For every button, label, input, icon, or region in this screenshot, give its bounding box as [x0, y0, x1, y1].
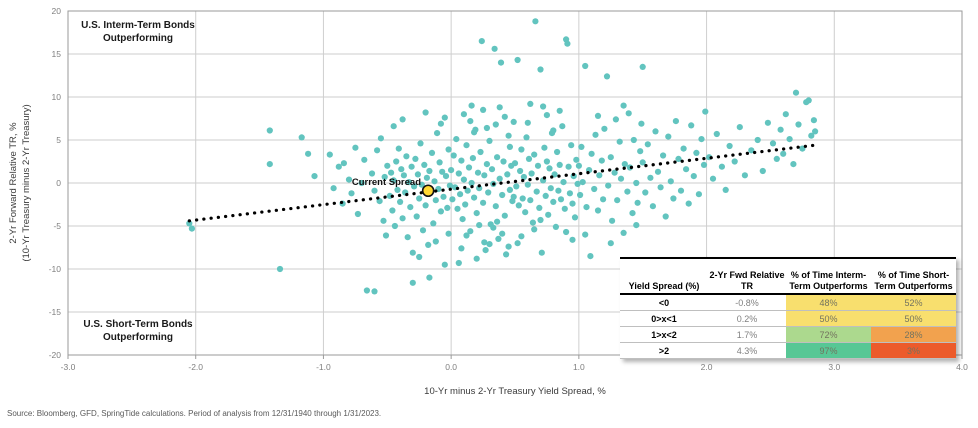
- quadrant-label-line: U.S. Short-Term Bonds: [83, 319, 193, 330]
- fwd-relative-tr-cell: 1.7%: [736, 329, 758, 340]
- fwd-relative-tr-cell: -0.8%: [735, 297, 759, 308]
- svg-text:3.0: 3.0: [828, 362, 840, 372]
- plot-border: [67, 10, 963, 356]
- stats-table-header: % of Time Interm-Term Outperforms: [789, 270, 868, 291]
- quadrant-label-line: Outperforming: [103, 332, 173, 343]
- y-axis-title: 2-Yr Forward Relative TR, % (10-Yr Treas…: [8, 4, 34, 362]
- current-spread-label: Current Spread: [351, 177, 421, 188]
- x-axis-title: 10-Yr minus 2-Yr Treasury Yield Spread, …: [424, 386, 606, 397]
- svg-text:5: 5: [56, 135, 61, 145]
- table-row: <0 -0.8% 48% 52%: [620, 295, 956, 311]
- svg-text:2.0: 2.0: [701, 362, 713, 372]
- fwd-relative-tr-cell: 4.3%: [736, 345, 758, 356]
- yield-spread-cell: 0>x<1: [651, 313, 677, 324]
- stats-table-header: 2-Yr Fwd Relative TR: [709, 270, 785, 291]
- stats-table: Yield Spread (%) 2-Yr Fwd Relative TR % …: [620, 257, 956, 359]
- y-axis-ticks: 20 15 10 5 0 -5 -10 -15 -20: [49, 6, 62, 360]
- svg-text:-3.0: -3.0: [61, 362, 76, 372]
- stats-table-body: <0 -0.8% 48% 52% 0>x<1 0.2% 50% 50% 1>x<2 1.7% 72%…: [620, 295, 956, 359]
- source-note: Source: Bloomberg, GFD, SpringTide calcu…: [7, 409, 382, 418]
- scatter-points: [186, 18, 819, 295]
- quadrant-label-top-left: U.S. Interm-Term Bonds Outperforming: [68, 19, 208, 45]
- svg-text:-20: -20: [49, 350, 62, 360]
- interm-outperforms-cell: 50%: [786, 311, 871, 326]
- short-outperforms-cell: 50%: [871, 311, 956, 326]
- yield-spread-cell: 1>x<2: [651, 329, 677, 340]
- svg-text:4.0: 4.0: [956, 362, 968, 372]
- yield-spread-cell: >2: [658, 345, 670, 356]
- svg-text:0.0: 0.0: [445, 362, 457, 372]
- quadrant-label-line: Outperforming: [103, 33, 173, 44]
- interm-outperforms-cell: 72%: [786, 327, 871, 342]
- svg-text:1.0: 1.0: [573, 362, 585, 372]
- stats-table-header-row: Yield Spread (%) 2-Yr Fwd Relative TR % …: [620, 259, 956, 295]
- fwd-relative-tr-cell: 0.2%: [736, 313, 758, 324]
- stats-table-header: % of Time Short-Term Outperforms: [874, 270, 953, 291]
- svg-text:-2.0: -2.0: [188, 362, 203, 372]
- svg-text:15: 15: [52, 49, 62, 59]
- short-outperforms-cell: 28%: [871, 327, 956, 342]
- interm-outperforms-cell: 48%: [786, 295, 871, 310]
- table-row: 1>x<2 1.7% 72% 28%: [620, 327, 956, 343]
- quadrant-label-bottom-left: U.S. Short-Term Bonds Outperforming: [68, 318, 208, 344]
- trend-line: [187, 143, 817, 223]
- svg-text:-5: -5: [53, 221, 61, 231]
- short-outperforms-cell: 52%: [871, 295, 956, 310]
- svg-text:0: 0: [56, 178, 61, 188]
- interm-outperforms-cell: 97%: [786, 343, 871, 358]
- table-row: 0>x<1 0.2% 50% 50%: [620, 311, 956, 327]
- stats-table-header: Yield Spread (%): [628, 280, 700, 291]
- table-row: >2 4.3% 97% 3%: [620, 343, 956, 359]
- svg-text:-1.0: -1.0: [316, 362, 331, 372]
- svg-text:-15: -15: [49, 307, 62, 317]
- short-outperforms-cell: 3%: [871, 343, 956, 358]
- current-spread-point: [421, 184, 435, 198]
- x-axis-ticks: -3.0 -2.0 -1.0 0.0 1.0 2.0 3.0 4.0: [61, 355, 968, 372]
- y-axis-title-line1: 2-Yr Forward Relative TR, %: [8, 122, 19, 244]
- svg-text:10: 10: [52, 92, 62, 102]
- yield-spread-cell: <0: [658, 297, 670, 308]
- quadrant-label-line: U.S. Interm-Term Bonds: [81, 20, 195, 31]
- y-axis-title-line2: (10-Yr Treasury minus 2-Yr Treasury): [20, 104, 32, 262]
- svg-text:-10: -10: [49, 264, 62, 274]
- svg-text:20: 20: [52, 6, 62, 16]
